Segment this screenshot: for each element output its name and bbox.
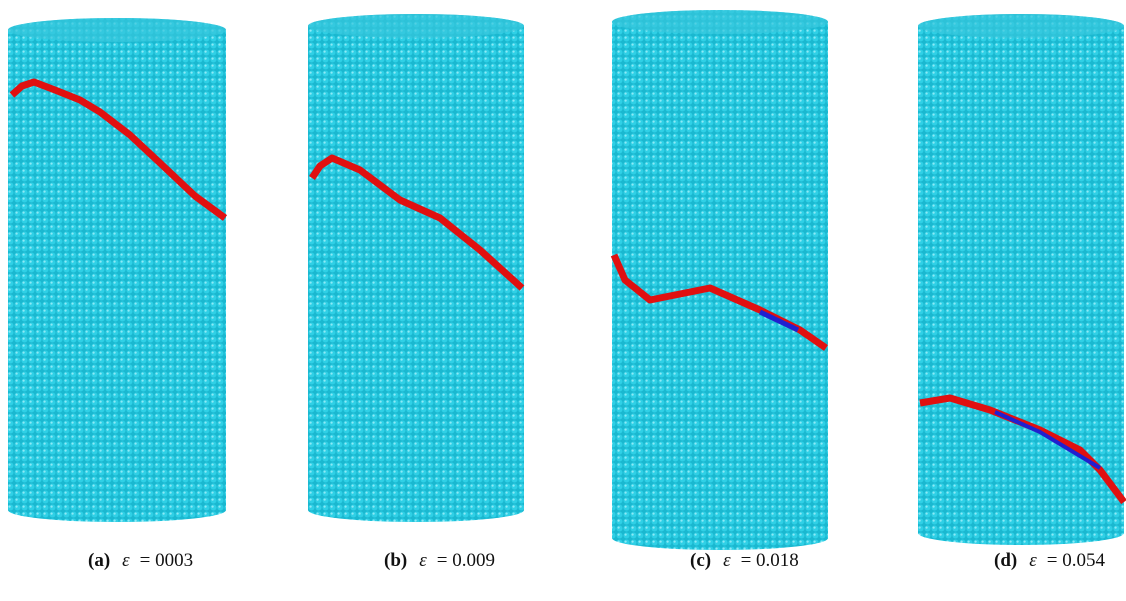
cylinder-b [308, 14, 525, 522]
cylinder-a [8, 18, 228, 522]
symbol: ε [1029, 550, 1037, 571]
panel-label: (a) [88, 550, 111, 571]
caption: (b) ε = 0.009 [384, 550, 495, 572]
value: = 0.009 [436, 550, 495, 571]
value: = 0.018 [740, 550, 799, 571]
panel-label: (d) [994, 550, 1018, 571]
cylinder-d [918, 14, 1126, 545]
panel-label: (c) [690, 550, 712, 571]
caption: (c) ε = 0.018 [690, 550, 799, 572]
panel-label: (b) [384, 550, 408, 571]
symbol: ε [122, 550, 130, 571]
caption: (a) ε = 0003 [88, 550, 193, 572]
symbol: ε [723, 550, 731, 571]
cylinder-c [610, 10, 828, 550]
symbol: ε [419, 550, 427, 571]
value: = 0.054 [1046, 550, 1105, 571]
caption: (d) ε = 0.054 [994, 550, 1105, 572]
value: = 0003 [139, 550, 194, 571]
